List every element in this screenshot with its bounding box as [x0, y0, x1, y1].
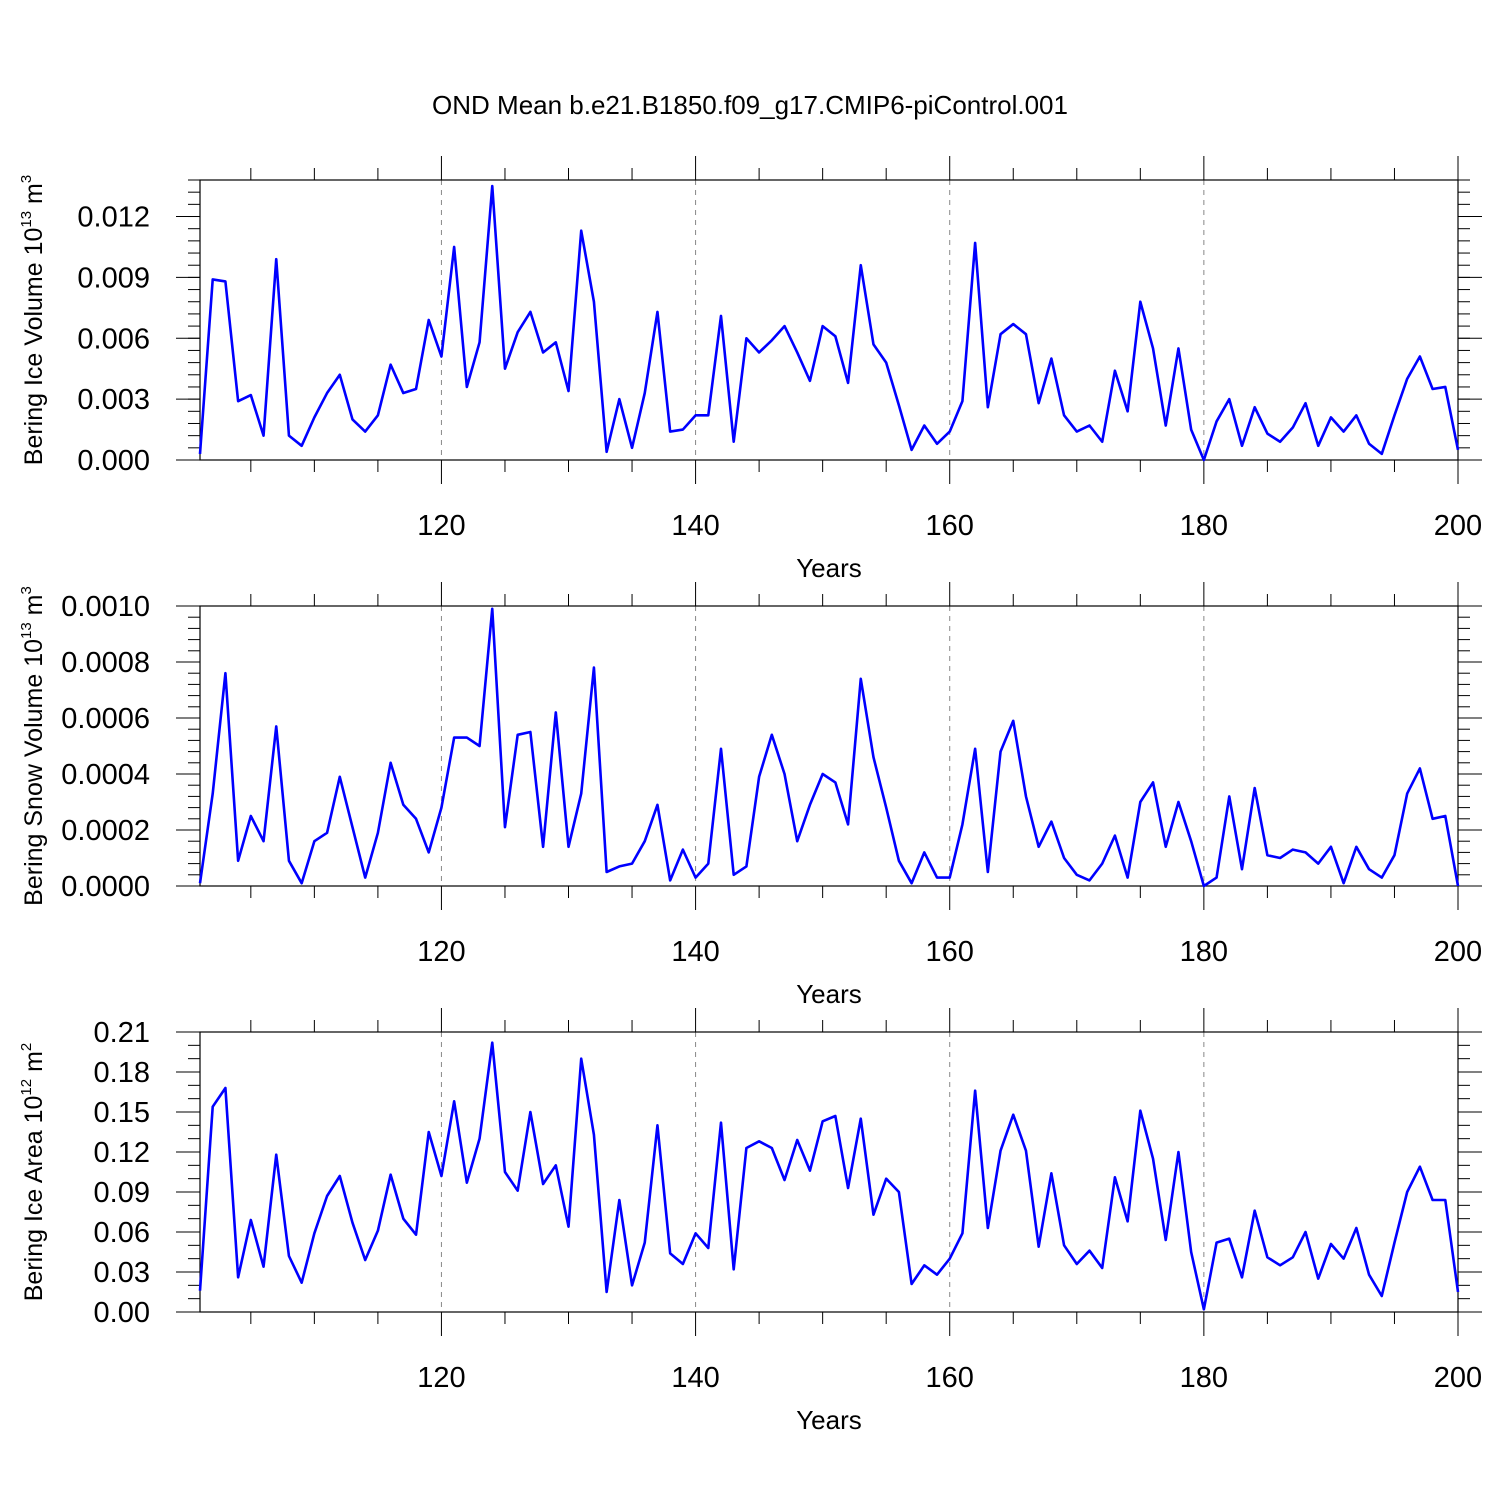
y-tick-label: 0.006 [77, 323, 150, 355]
plot-frame [199, 179, 1459, 461]
x-tick-label: 120 [417, 936, 465, 968]
y-tick-label: 0.012 [77, 202, 150, 234]
y-tick-label: 0.0008 [61, 647, 150, 679]
y-tick-label: 0.03 [94, 1257, 150, 1289]
y-axis-title-superscript: 13 [18, 211, 35, 228]
y-tick-label: 0.00 [94, 1297, 150, 1329]
y-tick-label: 0.003 [77, 384, 150, 416]
y-tick-label: 0.0004 [61, 759, 150, 791]
y-tick-label: 0.0006 [61, 703, 150, 735]
x-axis-title: Years [796, 979, 862, 1009]
x-tick-label: 200 [1434, 936, 1482, 968]
plot-frame [199, 1031, 1459, 1313]
x-tick-label: 120 [417, 1362, 465, 1394]
y-axis-title-part: Bering Ice Area 10 [20, 1096, 48, 1302]
y-axis-title-part: m [20, 1051, 48, 1079]
x-tick-label: 160 [926, 936, 974, 968]
x-tick-label: 160 [926, 1362, 974, 1394]
y-tick-label: 0.0000 [61, 871, 150, 903]
series-line-bering-ice-volume [198, 184, 1460, 462]
y-tick-label: 0.09 [94, 1177, 150, 1209]
y-axis-title-superscript: 12 [18, 1079, 35, 1096]
chart-panel-2: 0.0000 0.0002 0.0004 0.0006 0.0008 0.0010 120 1… [18, 582, 1482, 1009]
series-line-bering-ice-area [198, 1041, 1460, 1311]
chart-panel-3: 0.00 0.03 0.06 0.09 0.12 0.15 0.18 0.21 120 140 16… [18, 1008, 1482, 1435]
figure-title: OND Mean b.e21.B1850.f09_g17.CMIP6-piCon… [432, 90, 1068, 120]
x-tick-label: 160 [926, 510, 974, 542]
y-axis-title-part: Bering Snow Volume 10 [20, 639, 48, 906]
x-tick-label: 140 [671, 510, 719, 542]
y-tick-label: 0.06 [94, 1217, 150, 1249]
y-axis-title: Bering Ice Volume 1013 m3 [18, 175, 48, 465]
y-tick-label: 0.0002 [61, 815, 150, 847]
y-axis-title: Bering Ice Area 1012 m2 [18, 1043, 48, 1302]
x-tick-label: 140 [671, 1362, 719, 1394]
y-axis-title-part: m [20, 595, 48, 623]
y-tick-label: 0.15 [94, 1097, 150, 1129]
y-tick-label: 0.009 [77, 262, 150, 294]
x-tick-label: 180 [1180, 1362, 1228, 1394]
x-tick-label: 200 [1434, 1362, 1482, 1394]
y-axis-title-part: m [20, 183, 48, 211]
x-tick-label: 140 [671, 936, 719, 968]
y-tick-label: 0.18 [94, 1057, 150, 1089]
y-axis-title-superscript: 3 [18, 175, 35, 183]
plot-frame [199, 605, 1459, 887]
chart-panel-1: 0.000 0.003 0.006 0.009 0.012 120 140 160 180 200… [18, 156, 1482, 583]
y-tick-label: 0.0010 [61, 591, 150, 623]
y-axis-title-superscript: 2 [18, 1043, 35, 1051]
y-axis-title-part: Bering Ice Volume 10 [20, 228, 48, 466]
y-tick-label: 0.12 [94, 1137, 150, 1169]
y-tick-label: 0.21 [94, 1017, 150, 1049]
series-line-bering-snow-volume [198, 607, 1460, 888]
x-axis-title: Years [796, 1405, 862, 1435]
y-axis-title: Bering Snow Volume 1013 m3 [18, 586, 48, 906]
x-axis-title: Years [796, 553, 862, 583]
y-axis-title-superscript: 3 [18, 586, 35, 594]
y-axis-title-superscript: 13 [18, 622, 35, 639]
y-tick-label: 0.000 [77, 445, 150, 477]
x-tick-label: 120 [417, 510, 465, 542]
x-tick-label: 180 [1180, 936, 1228, 968]
x-tick-label: 180 [1180, 510, 1228, 542]
x-tick-label: 200 [1434, 510, 1482, 542]
